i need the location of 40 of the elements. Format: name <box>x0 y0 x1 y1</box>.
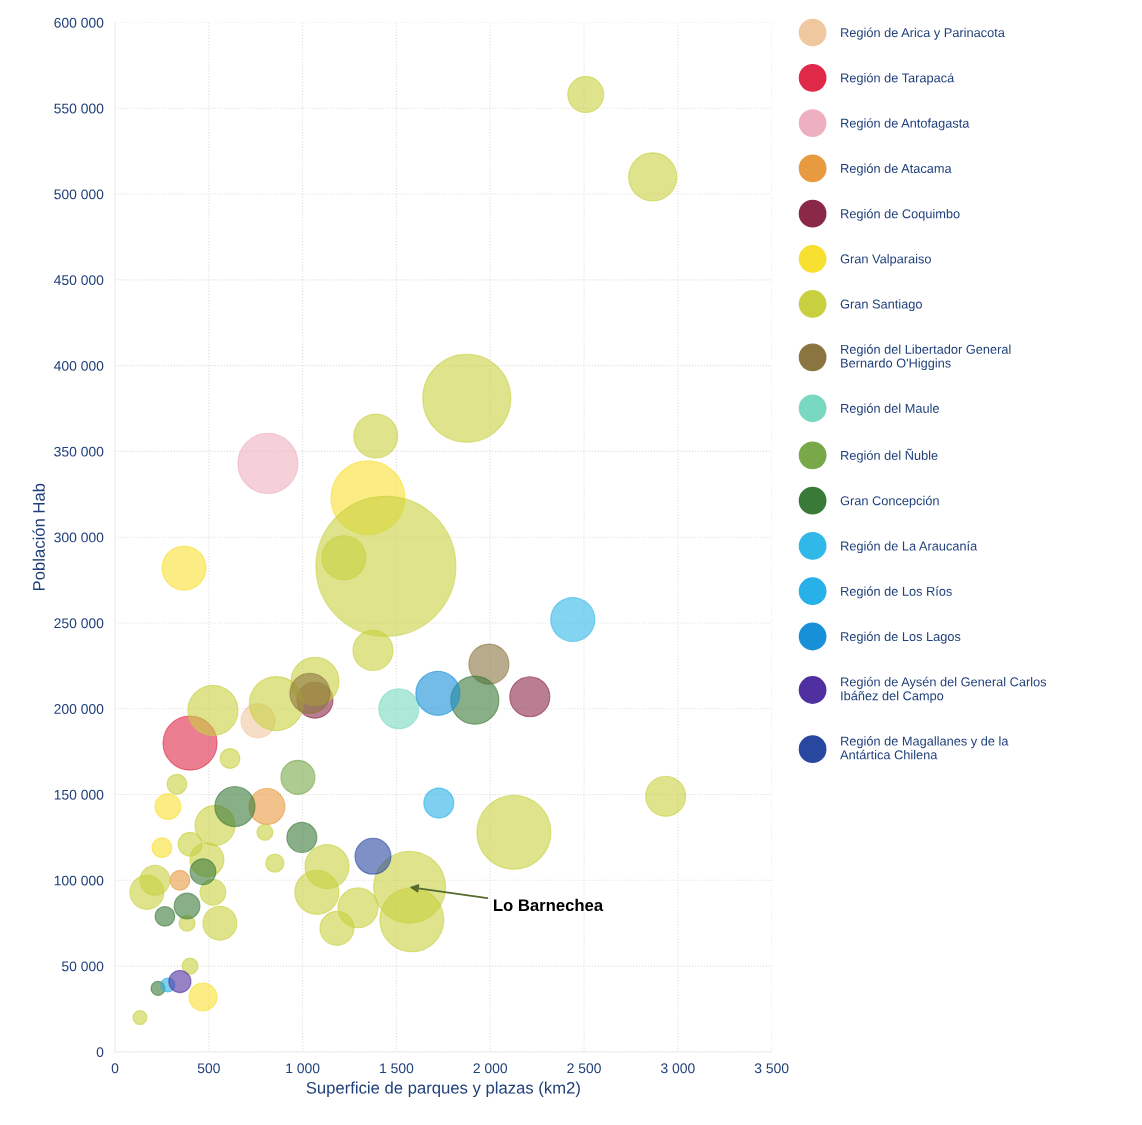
y-tick-label: 600 000 <box>54 17 104 28</box>
legend-label: Región del Maule <box>841 403 939 416</box>
legend-label: Región de Arica y Parinacota <box>841 27 1005 40</box>
y-tick-label: 550 000 <box>54 103 104 114</box>
legend-label: Región de Antofagasta <box>841 118 970 131</box>
x-tick-label: 2 000 <box>473 1063 508 1074</box>
legend-label: Región del Libertador General Bernardo O'Higgins <box>841 344 1011 371</box>
legend-label: Gran Concepción <box>840 495 939 508</box>
y-tick-label: 500 000 <box>54 189 104 200</box>
y-tick-label: 0 <box>96 1047 104 1058</box>
legend-label: Región de Atacama <box>841 163 952 176</box>
legend-label: Región del Ñuble <box>841 448 938 463</box>
legend-label: Región de Tarapacá <box>841 72 955 85</box>
legend-label: Región de Los Lagos <box>841 631 961 644</box>
y-tick-label: 400 000 <box>54 360 104 371</box>
annotation: Lo Barnechea <box>494 898 604 912</box>
y-tick-label: 250 000 <box>54 618 104 629</box>
legend-label: Región de Magallanes y de la Antártica Chilena <box>840 736 1009 760</box>
x-tick-label: 500 <box>197 1063 220 1074</box>
x-tick-label: 1 000 <box>286 1063 320 1074</box>
x-tick-label: 0 <box>111 1063 119 1074</box>
y-tick-label: 100 000 <box>54 875 104 886</box>
y-tick-label: 300 000 <box>54 532 104 543</box>
y-tick-label: 200 000 <box>54 704 104 714</box>
y-tick-label: 50 000 <box>61 961 104 972</box>
legend-label: Región de La Araucanía <box>841 541 978 554</box>
legend-label: Gran Santiago <box>840 299 922 312</box>
x-tick-label: 2 500 <box>567 1063 601 1074</box>
x-tick-label: 1 500 <box>380 1063 414 1074</box>
y-tick-label: 450 000 <box>54 275 104 286</box>
x-tick-label: 3 500 <box>754 1063 789 1074</box>
y-tick-label: 350 000 <box>54 446 104 457</box>
legend-label: Región de Aysén del General Carlos Ibáñez del Campo <box>841 676 1047 703</box>
y-axis-title: Población Hab <box>32 483 45 591</box>
legend-label: Gran Valparaiso <box>840 254 931 266</box>
legend-label: Región de Los Ríos <box>841 586 952 599</box>
legend-label: Región de Coquimbo <box>841 208 960 221</box>
x-axis-title: Superficie de parques y plazas (km2) <box>306 1081 580 1098</box>
y-tick-label: 150 000 <box>54 789 104 800</box>
x-tick-label: 3 000 <box>661 1063 695 1074</box>
